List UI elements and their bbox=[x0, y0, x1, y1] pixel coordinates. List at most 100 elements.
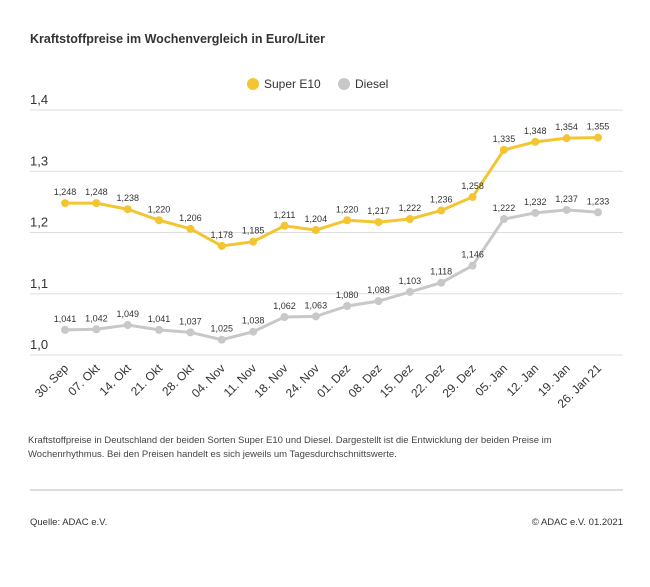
data-point bbox=[405, 287, 414, 296]
data-point bbox=[311, 312, 320, 321]
x-tick-label: 22. Dez bbox=[408, 361, 447, 400]
data-label: 1,248 bbox=[54, 187, 77, 197]
data-label: 1,025 bbox=[210, 324, 233, 334]
data-label: 1,103 bbox=[399, 276, 422, 286]
data-label: 1,146 bbox=[461, 250, 484, 260]
x-tick-label: 18. Nov bbox=[251, 361, 290, 400]
data-point bbox=[217, 335, 226, 344]
x-tick-label: 21. Okt bbox=[128, 361, 166, 399]
y-tick-label: 1,4 bbox=[30, 92, 48, 107]
data-point bbox=[594, 208, 602, 217]
data-label: 1,049 bbox=[116, 309, 139, 319]
y-tick-label: 1,1 bbox=[30, 276, 48, 291]
data-point bbox=[562, 134, 571, 143]
data-label: 1,041 bbox=[148, 314, 171, 324]
data-label: 1,118 bbox=[430, 267, 452, 277]
data-point bbox=[374, 218, 383, 227]
data-point bbox=[437, 278, 446, 287]
data-point bbox=[186, 224, 195, 233]
data-label: 1,354 bbox=[555, 122, 578, 132]
data-label: 1,348 bbox=[524, 126, 547, 136]
data-label: 1,185 bbox=[242, 226, 265, 236]
legend-label: Diesel bbox=[355, 77, 388, 91]
data-point bbox=[437, 206, 446, 215]
data-label: 1,062 bbox=[273, 301, 296, 311]
data-point bbox=[280, 221, 289, 230]
data-point bbox=[123, 205, 132, 214]
x-tick-label: 07. Okt bbox=[65, 361, 103, 399]
data-point bbox=[249, 237, 258, 246]
data-label: 1,088 bbox=[367, 285, 390, 295]
series-line bbox=[64, 208, 599, 342]
data-point bbox=[468, 261, 477, 270]
y-tick-label: 1,2 bbox=[30, 215, 48, 230]
data-label: 1,204 bbox=[305, 214, 328, 224]
data-point bbox=[155, 216, 164, 225]
data-point bbox=[280, 313, 289, 322]
data-point bbox=[186, 328, 195, 337]
data-point bbox=[61, 199, 69, 208]
data-label: 1,248 bbox=[85, 187, 108, 197]
data-label: 1,042 bbox=[85, 313, 108, 323]
data-label: 1,220 bbox=[336, 204, 359, 214]
data-label: 1,080 bbox=[336, 290, 359, 300]
x-tick-label: 12. Jan bbox=[504, 361, 542, 399]
x-tick-label: 04. Nov bbox=[189, 361, 228, 400]
footnote-box: Kraftstoffpreise in Deutschland der beid… bbox=[28, 435, 552, 460]
data-point bbox=[531, 208, 540, 217]
data-label: 1,222 bbox=[493, 203, 516, 213]
data-point bbox=[61, 325, 69, 334]
x-tick-label: 30. Sep bbox=[32, 361, 71, 400]
data-label: 1,237 bbox=[555, 194, 578, 204]
data-label: 1,222 bbox=[399, 203, 422, 213]
data-label: 1,220 bbox=[148, 204, 171, 214]
chart-title: Kraftstoffpreise im Wochenvergleich in E… bbox=[30, 32, 325, 46]
data-point bbox=[594, 133, 602, 142]
data-label: 1,063 bbox=[305, 300, 328, 310]
data-point bbox=[217, 241, 226, 250]
x-tick-label: 08. Dez bbox=[346, 361, 385, 400]
data-label: 1,037 bbox=[179, 316, 202, 326]
legend-marker bbox=[247, 78, 259, 90]
data-point bbox=[343, 302, 352, 310]
x-tick-label: 14. Okt bbox=[97, 361, 135, 399]
data-point bbox=[249, 327, 258, 336]
source: Quelle: ADAC e.V. bbox=[30, 517, 107, 528]
data-label: 1,038 bbox=[242, 316, 265, 326]
data-point bbox=[343, 216, 352, 225]
data-label: 1,232 bbox=[524, 197, 547, 207]
legend-marker bbox=[338, 78, 350, 90]
x-tick-label: 24. Nov bbox=[283, 361, 322, 400]
data-label: 1,211 bbox=[274, 210, 296, 220]
data-label: 1,258 bbox=[461, 181, 484, 191]
y-tick-label: 1,0 bbox=[30, 337, 48, 352]
data-point bbox=[92, 199, 101, 208]
legend-label: Super E10 bbox=[264, 77, 321, 91]
data-point bbox=[123, 320, 132, 329]
data-point bbox=[562, 205, 571, 214]
data-label: 1,233 bbox=[587, 196, 610, 206]
data-point bbox=[155, 325, 164, 334]
data-label: 1,238 bbox=[116, 193, 139, 203]
data-label: 1,178 bbox=[210, 230, 233, 240]
x-tick-label: 11. Nov bbox=[221, 361, 260, 400]
x-tick-label: 05. Jan bbox=[472, 361, 510, 399]
data-point bbox=[468, 192, 477, 201]
x-tick-label: 01. Dez bbox=[314, 361, 353, 400]
data-label: 1,041 bbox=[54, 314, 77, 324]
footnote: Kraftstoffpreise in Deutschland der beid… bbox=[28, 435, 552, 460]
x-tick-label: 29. Dez bbox=[440, 361, 479, 400]
data-point bbox=[374, 297, 383, 306]
data-point bbox=[405, 215, 414, 224]
x-tick-label: 15. Dez bbox=[377, 361, 416, 400]
data-point bbox=[531, 137, 540, 146]
data-label: 1,217 bbox=[367, 206, 390, 216]
data-point bbox=[499, 215, 508, 224]
data-point bbox=[499, 145, 508, 154]
data-point bbox=[311, 226, 320, 235]
data-label: 1,236 bbox=[430, 194, 453, 204]
series-line bbox=[65, 136, 599, 248]
data-label: 1,206 bbox=[179, 213, 202, 223]
data-point bbox=[92, 325, 101, 334]
